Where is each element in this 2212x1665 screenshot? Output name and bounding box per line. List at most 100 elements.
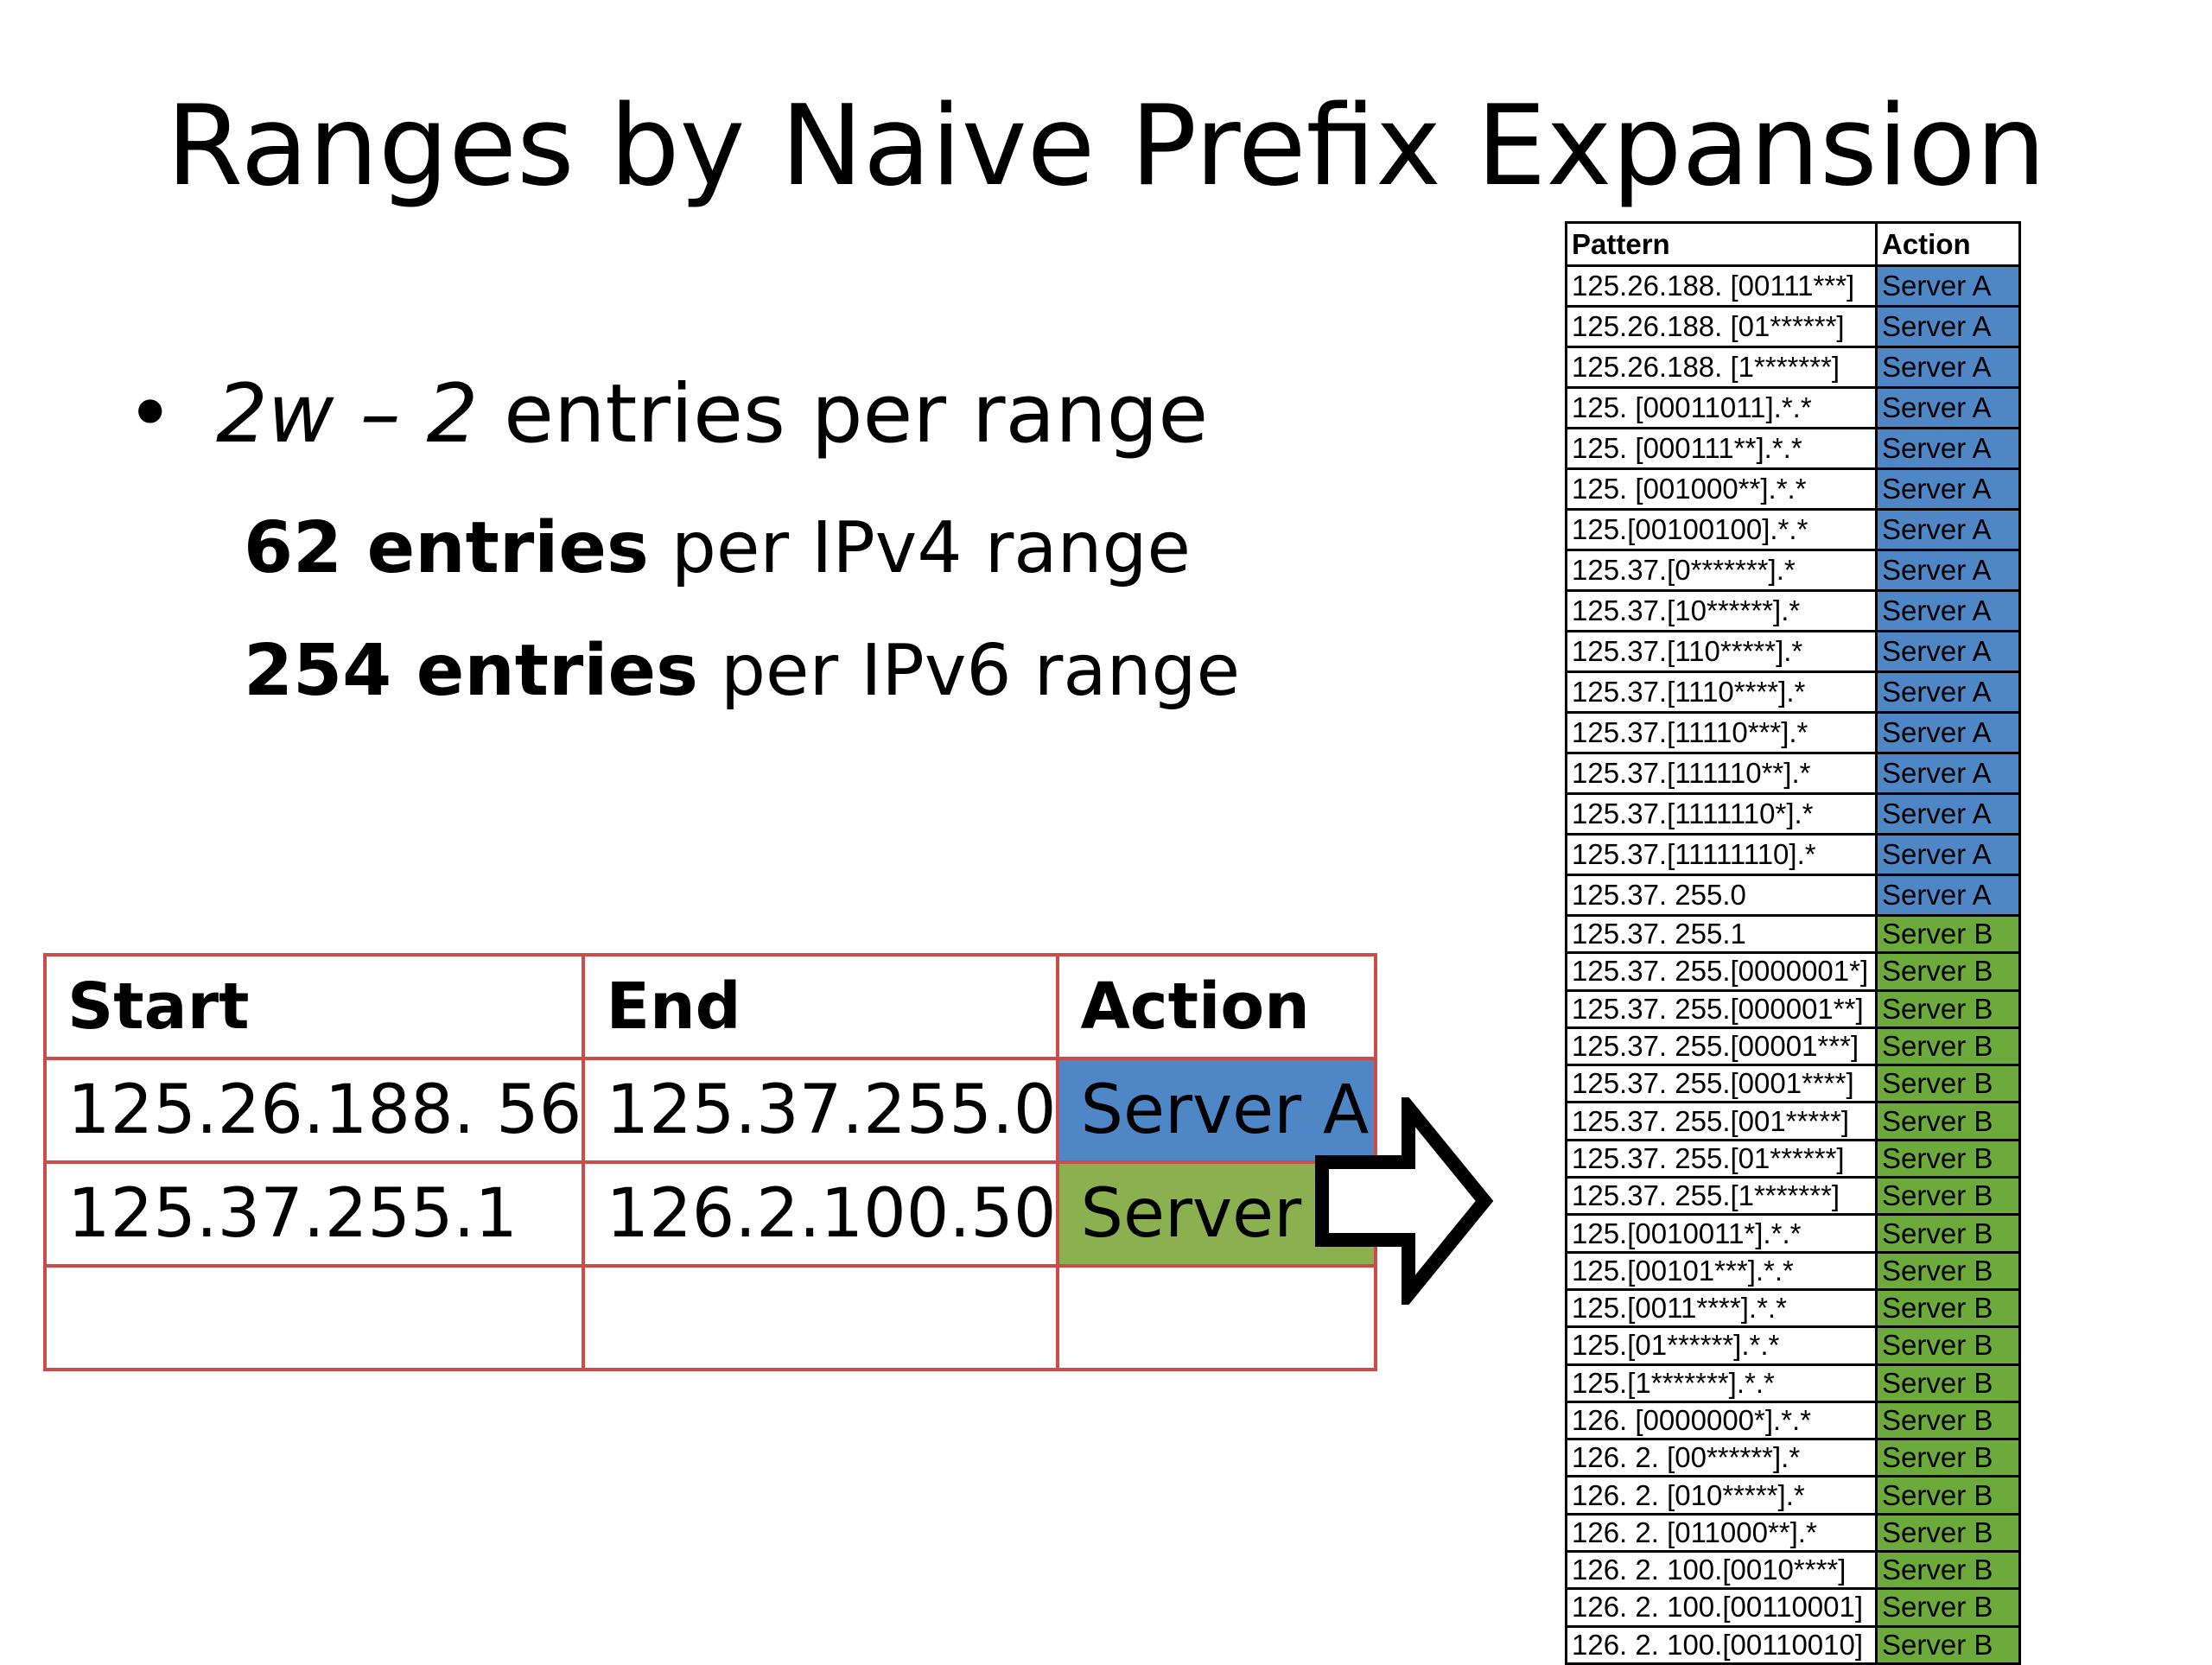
pattern-cell: 125.37. 255.1 [1565, 913, 1878, 955]
pattern-cell: 125.37.[1110****].* [1565, 670, 1878, 714]
sub-bullet-strong: 254 entries [244, 630, 698, 712]
pattern-cell: 125.37. 255.0 [1565, 874, 1878, 917]
pattern-row: 125. [00011011].*.* Server A [1565, 386, 2021, 429]
pattern-action-cell: Server B [1875, 1250, 2021, 1291]
pattern-action-cell: Server A [1875, 670, 2021, 714]
pattern-action-cell: Server B [1875, 1176, 2021, 1217]
range-row: 125.37.255.1 126.2.100.50 Server B [42, 1160, 1378, 1268]
pattern-action-cell: Server B [1875, 1550, 2021, 1591]
pattern-row: 125.[00101***].*.* Server B [1565, 1250, 2021, 1291]
pattern-cell: 125.26.188. [1*******] [1565, 346, 1878, 389]
range-action-cell [1056, 1264, 1378, 1371]
slide-title: Ranges by Naive Prefix Expansion [166, 82, 2046, 211]
range-start-cell: 125.37.255.1 [42, 1160, 586, 1268]
pattern-cell: 126. 2. 100.[00110001] [1565, 1587, 1878, 1628]
range-table: Start End Action 125.26.188. 56 125.37.2… [42, 953, 1378, 1371]
pattern-action-cell: Server A [1875, 711, 2021, 754]
pattern-row: 125.37. 255.[001*****] Server B [1565, 1101, 2021, 1141]
pattern-row: 126. 2. 100.[00110010] Server B [1565, 1624, 2021, 1665]
pattern-row: 125.37. 255.[000001**] Server B [1565, 988, 2021, 1029]
pattern-row: 125.37. 255.1 Server B [1565, 913, 2021, 955]
pattern-action-cell: Server A [1875, 630, 2021, 673]
pattern-cell: 125.37. 255.[001*****] [1565, 1101, 1878, 1141]
pattern-row: 125.[0011****].*.* Server B [1565, 1287, 2021, 1329]
sub-bullet-ipv6: 254 entries per IPv6 range [244, 624, 1240, 719]
pattern-row: 125. [000111**].*.* Server A [1565, 427, 2021, 470]
pattern-action-cell: Server A [1875, 549, 2021, 592]
pattern-action-cell: Server B [1875, 1512, 2021, 1554]
pattern-action-cell: Server B [1875, 1138, 2021, 1179]
pattern-action-cell: Server B [1875, 1587, 2021, 1628]
pattern-row: 125.37. 255.[01******] Server B [1565, 1138, 2021, 1179]
pattern-action-cell: Server A [1875, 833, 2021, 876]
pattern-row: 125.37.[11111110].* Server A [1565, 833, 2021, 876]
pattern-cell: 126. 2. [011000**].* [1565, 1512, 1878, 1554]
pattern-row: 125.37. 255.[00001***] Server B [1565, 1026, 2021, 1067]
sub-bullet-strong: 62 entries [244, 507, 649, 589]
pattern-action-cell: Server B [1875, 1287, 2021, 1329]
range-table-header: Start End Action [42, 953, 1378, 1060]
pattern-row: 125.26.188. [1*******] Server A [1565, 346, 2021, 389]
pattern-row: 125.37. 255.[0001****] Server B [1565, 1064, 2021, 1104]
pattern-cell: 125. [00011011].*.* [1565, 386, 1878, 429]
range-row: 125.26.188. 56 125.37.255.0 Server A [42, 1057, 1378, 1164]
pattern-row: 126. 2. [010*****].* Server B [1565, 1475, 2021, 1516]
pattern-row: 125.37.[0*******].* Server A [1565, 549, 2021, 592]
pattern-row: 125.37.[110*****].* Server A [1565, 630, 2021, 673]
pattern-action-cell: Server A [1875, 589, 2021, 632]
sub-bullet-ipv4: 62 entries per IPv4 range [244, 501, 1191, 596]
pattern-action-cell: Server A [1875, 752, 2021, 795]
pattern-action-cell: Server A [1875, 427, 2021, 470]
bullet-text: entries per range [478, 367, 1209, 461]
bullet-formula: 2w – 2 [216, 367, 479, 461]
pattern-action-cell: Server B [1875, 1624, 2021, 1665]
pattern-table: Pattern Action 125.26.188. [00111***] Ser… [1565, 221, 2021, 1665]
pattern-action-cell: Server A [1875, 264, 2021, 308]
pattern-cell: 125.37. 255.[0000001*] [1565, 951, 1878, 992]
pattern-cell: 125.37.[110*****].* [1565, 630, 1878, 673]
pattern-cell: 125.37.[11111110].* [1565, 833, 1878, 876]
pattern-cell: 126. 2. 100.[0010****] [1565, 1550, 1878, 1591]
pattern-action-cell: Server B [1875, 951, 2021, 992]
pattern-action-cell: Server B [1875, 1325, 2021, 1366]
pattern-action-cell: Server A [1875, 386, 2021, 429]
range-end-cell: 125.37.255.0 [582, 1057, 1060, 1164]
range-start-cell [42, 1264, 586, 1371]
pattern-action-cell: Server A [1875, 305, 2021, 348]
header-action: Action [1875, 221, 2021, 267]
pattern-cell: 125. [000111**].*.* [1565, 427, 1878, 470]
header-start: Start [42, 953, 586, 1060]
pattern-cell: 125.[0010011*].*.* [1565, 1213, 1878, 1254]
pattern-row: 125.37.[1110****].* Server A [1565, 670, 2021, 714]
pattern-cell: 125.37. 255.[00001***] [1565, 1026, 1878, 1067]
pattern-row: 125.37. 255.0 Server A [1565, 874, 2021, 917]
pattern-action-cell: Server A [1875, 792, 2021, 836]
pattern-cell: 125.26.188. [00111***] [1565, 264, 1878, 308]
pattern-action-cell: Server B [1875, 1400, 2021, 1441]
pattern-cell: 125.37. 255.[0001****] [1565, 1064, 1878, 1104]
pattern-row: 125.26.188. [00111***] Server A [1565, 264, 2021, 308]
pattern-cell: 125.[00101***].*.* [1565, 1250, 1878, 1291]
pattern-table-header: Pattern Action [1565, 221, 2021, 267]
sub-bullet-text: per IPv6 range [697, 630, 1241, 712]
pattern-row: 125.37.[10******].* Server A [1565, 589, 2021, 632]
pattern-cell: 125.37.[111110**].* [1565, 752, 1878, 795]
sub-bullet-text: per IPv4 range [648, 507, 1191, 589]
pattern-action-cell: Server A [1875, 346, 2021, 389]
pattern-row: 125.[0010011*].*.* Server B [1565, 1213, 2021, 1254]
bullet-dot: • [126, 367, 175, 461]
pattern-cell: 125.37. 255.[1*******] [1565, 1176, 1878, 1217]
pattern-cell: 125.37. 255.[000001**] [1565, 988, 1878, 1029]
pattern-row: 125.37.[111110**].* Server A [1565, 752, 2021, 795]
header-pattern: Pattern [1565, 221, 1878, 267]
pattern-cell: 125.[00100100].*.* [1565, 508, 1878, 551]
pattern-action-cell: Server B [1875, 1026, 2021, 1067]
pattern-action-cell: Server B [1875, 1475, 2021, 1516]
pattern-cell: 125.37.[11110***].* [1565, 711, 1878, 754]
pattern-cell: 126. 2. 100.[00110010] [1565, 1624, 1878, 1665]
right-arrow-icon [1315, 1097, 1494, 1305]
pattern-row: 126. 2. [011000**].* Server B [1565, 1512, 2021, 1554]
pattern-cell: 125.37.[0*******].* [1565, 549, 1878, 592]
pattern-row: 126. 2. 100.[0010****] Server B [1565, 1550, 2021, 1591]
header-action: Action [1056, 953, 1378, 1060]
